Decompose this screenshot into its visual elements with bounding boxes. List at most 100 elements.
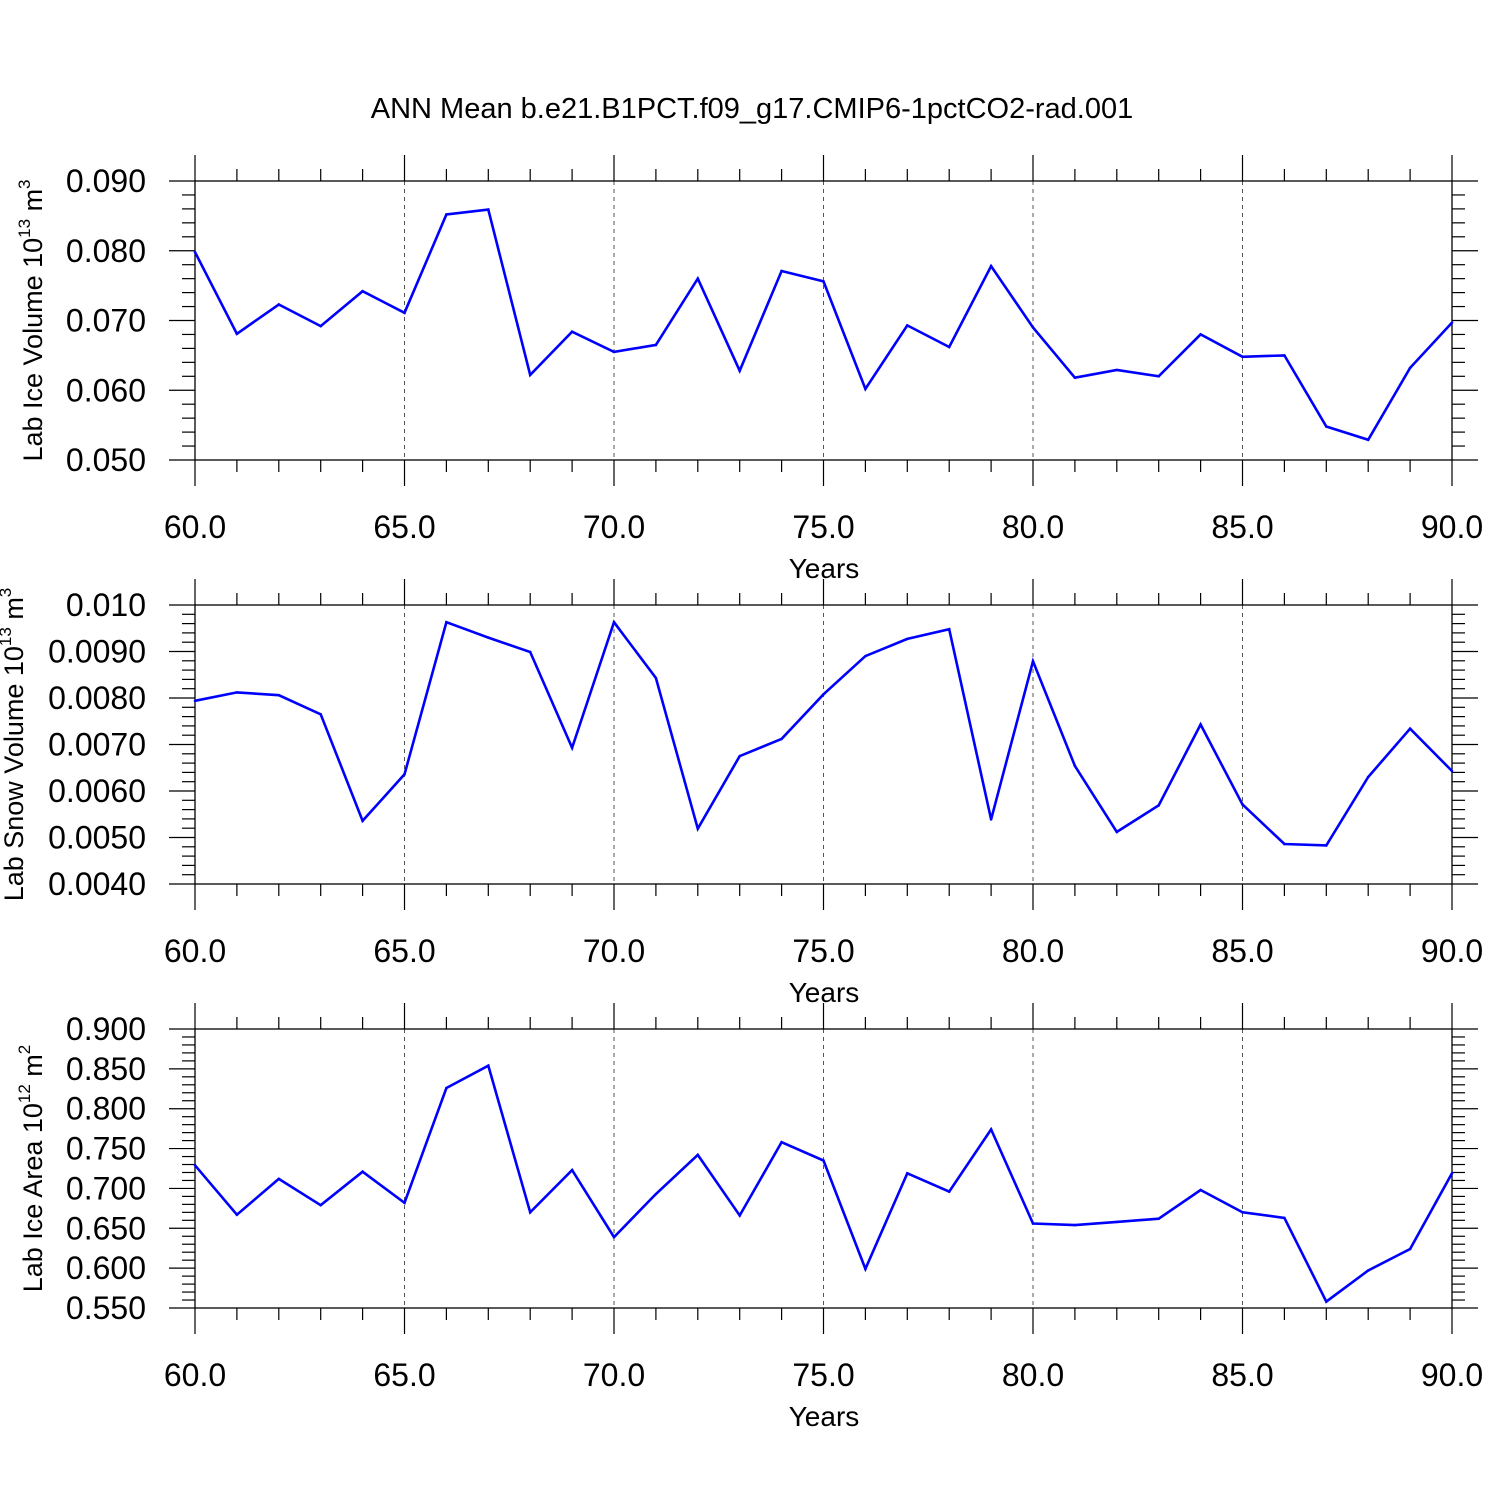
y-tick-label: 0.900 bbox=[66, 1011, 146, 1047]
y-tick-label: 0.070 bbox=[66, 303, 146, 339]
data-point bbox=[528, 373, 532, 377]
data-point bbox=[1199, 723, 1202, 726]
data-point bbox=[989, 1128, 993, 1131]
data-point bbox=[487, 1064, 490, 1067]
y-tick-label: 0.090 bbox=[66, 163, 146, 199]
x-tick-label: 75.0 bbox=[792, 509, 854, 545]
data-point bbox=[487, 636, 490, 639]
y-axis-label-superscript: 12 bbox=[15, 1084, 34, 1103]
data-point bbox=[612, 350, 616, 354]
data-point bbox=[319, 324, 323, 328]
data-point bbox=[906, 637, 909, 641]
y-axis-label-text: Lab Ice Area 10 bbox=[18, 1103, 48, 1292]
data-point bbox=[361, 819, 364, 823]
panel-2: 0.0040 0.0050 0.0060 0.0070 0.0080 0.0090 0.01… bbox=[0, 579, 1483, 1008]
data-point bbox=[1073, 376, 1077, 379]
data-point bbox=[906, 324, 909, 327]
data-point bbox=[1325, 844, 1328, 847]
x-tick-label: 85.0 bbox=[1211, 933, 1273, 969]
data-point bbox=[822, 1159, 825, 1162]
y-tick-label: 0.060 bbox=[66, 372, 146, 408]
data-point bbox=[696, 1153, 700, 1157]
data-point bbox=[864, 654, 867, 658]
data-point bbox=[1199, 1188, 1202, 1192]
data-point bbox=[528, 1211, 532, 1214]
data-point bbox=[1115, 368, 1119, 372]
y-axis-label: Lab Ice Area 1012 m2 bbox=[15, 1045, 48, 1293]
x-axis-label: Years bbox=[789, 553, 860, 584]
y-tick-label: 0.0050 bbox=[48, 820, 146, 856]
y-tick-label: 0.550 bbox=[66, 1290, 146, 1326]
x-tick-label: 85.0 bbox=[1211, 1357, 1273, 1393]
y-axis-label-text: m bbox=[0, 597, 29, 627]
data-point bbox=[570, 330, 574, 333]
data-point bbox=[277, 693, 281, 697]
data-point bbox=[570, 1168, 574, 1172]
y-tick-label: 0.080 bbox=[66, 233, 146, 269]
data-point bbox=[738, 1214, 741, 1217]
data-point bbox=[403, 311, 406, 315]
data-point bbox=[487, 208, 490, 211]
x-axis-label: Years bbox=[789, 1401, 860, 1432]
data-point bbox=[738, 369, 741, 373]
y-tick-label: 0.0090 bbox=[48, 634, 146, 670]
data-point bbox=[696, 277, 700, 280]
y-axis-label: Lab Ice Volume 1013 m3 bbox=[15, 179, 48, 461]
data-point bbox=[1450, 321, 1454, 324]
data-point bbox=[1115, 1220, 1119, 1224]
data-point bbox=[864, 1267, 867, 1271]
data-point bbox=[193, 699, 197, 703]
data-point bbox=[361, 1170, 364, 1173]
data-point bbox=[1031, 326, 1035, 329]
panel-1: 0.050 0.060 0.070 0.080 0.090 60.0 65.0 70.0 75.… bbox=[15, 155, 1483, 584]
data-point bbox=[1283, 1216, 1286, 1220]
data-point bbox=[1115, 830, 1119, 834]
y-tick-label: 0.800 bbox=[66, 1091, 146, 1127]
data-point bbox=[1241, 355, 1244, 359]
x-tick-label: 70.0 bbox=[583, 509, 645, 545]
x-tick-label: 70.0 bbox=[583, 933, 645, 969]
x-tick-label: 80.0 bbox=[1002, 509, 1064, 545]
data-point bbox=[403, 772, 406, 776]
data-point bbox=[1157, 804, 1160, 807]
data-point bbox=[947, 1190, 951, 1193]
x-tick-label: 75.0 bbox=[792, 1357, 854, 1393]
y-axis-label-superscript: 13 bbox=[0, 627, 15, 646]
data-point bbox=[1283, 354, 1286, 357]
data-point bbox=[1031, 659, 1035, 663]
chart-title: ANN Mean b.e21.B1PCT.f09_g17.CMIP6-1pctC… bbox=[371, 93, 1133, 125]
data-point bbox=[654, 1192, 658, 1196]
x-tick-label: 80.0 bbox=[1002, 933, 1064, 969]
data-point bbox=[696, 827, 700, 830]
data-point bbox=[738, 754, 741, 758]
data-point bbox=[1366, 775, 1370, 779]
data-point bbox=[319, 1203, 323, 1207]
data-point bbox=[403, 1201, 406, 1205]
data-point bbox=[1408, 366, 1412, 370]
data-point bbox=[1283, 842, 1286, 846]
y-axis-label: Lab Snow Volume 1013 m3 bbox=[0, 588, 29, 902]
y-tick-label: 0.0070 bbox=[48, 727, 146, 763]
y-tick-label: 0.750 bbox=[66, 1131, 146, 1167]
y-axis-label-text: m bbox=[18, 189, 48, 219]
data-point bbox=[1408, 727, 1412, 730]
data-point bbox=[319, 712, 323, 716]
data-point bbox=[654, 343, 658, 347]
y-tick-label: 0.050 bbox=[66, 442, 146, 478]
data-point bbox=[1073, 764, 1077, 768]
data-point bbox=[445, 213, 448, 216]
data-point bbox=[1325, 425, 1328, 428]
y-tick-label: 0.850 bbox=[66, 1051, 146, 1087]
data-point bbox=[947, 345, 951, 349]
x-tick-label: 85.0 bbox=[1211, 509, 1273, 545]
x-tick-label: 70.0 bbox=[583, 1357, 645, 1393]
y-tick-label: 0.0060 bbox=[48, 773, 146, 809]
x-tick-label: 90.0 bbox=[1421, 1357, 1483, 1393]
data-point bbox=[989, 264, 993, 268]
data-point bbox=[570, 746, 574, 750]
data-point bbox=[1157, 1217, 1160, 1221]
data-point bbox=[445, 620, 448, 624]
y-tick-label: 0.600 bbox=[66, 1250, 146, 1286]
y-axis-label-superscript: 3 bbox=[15, 179, 34, 188]
